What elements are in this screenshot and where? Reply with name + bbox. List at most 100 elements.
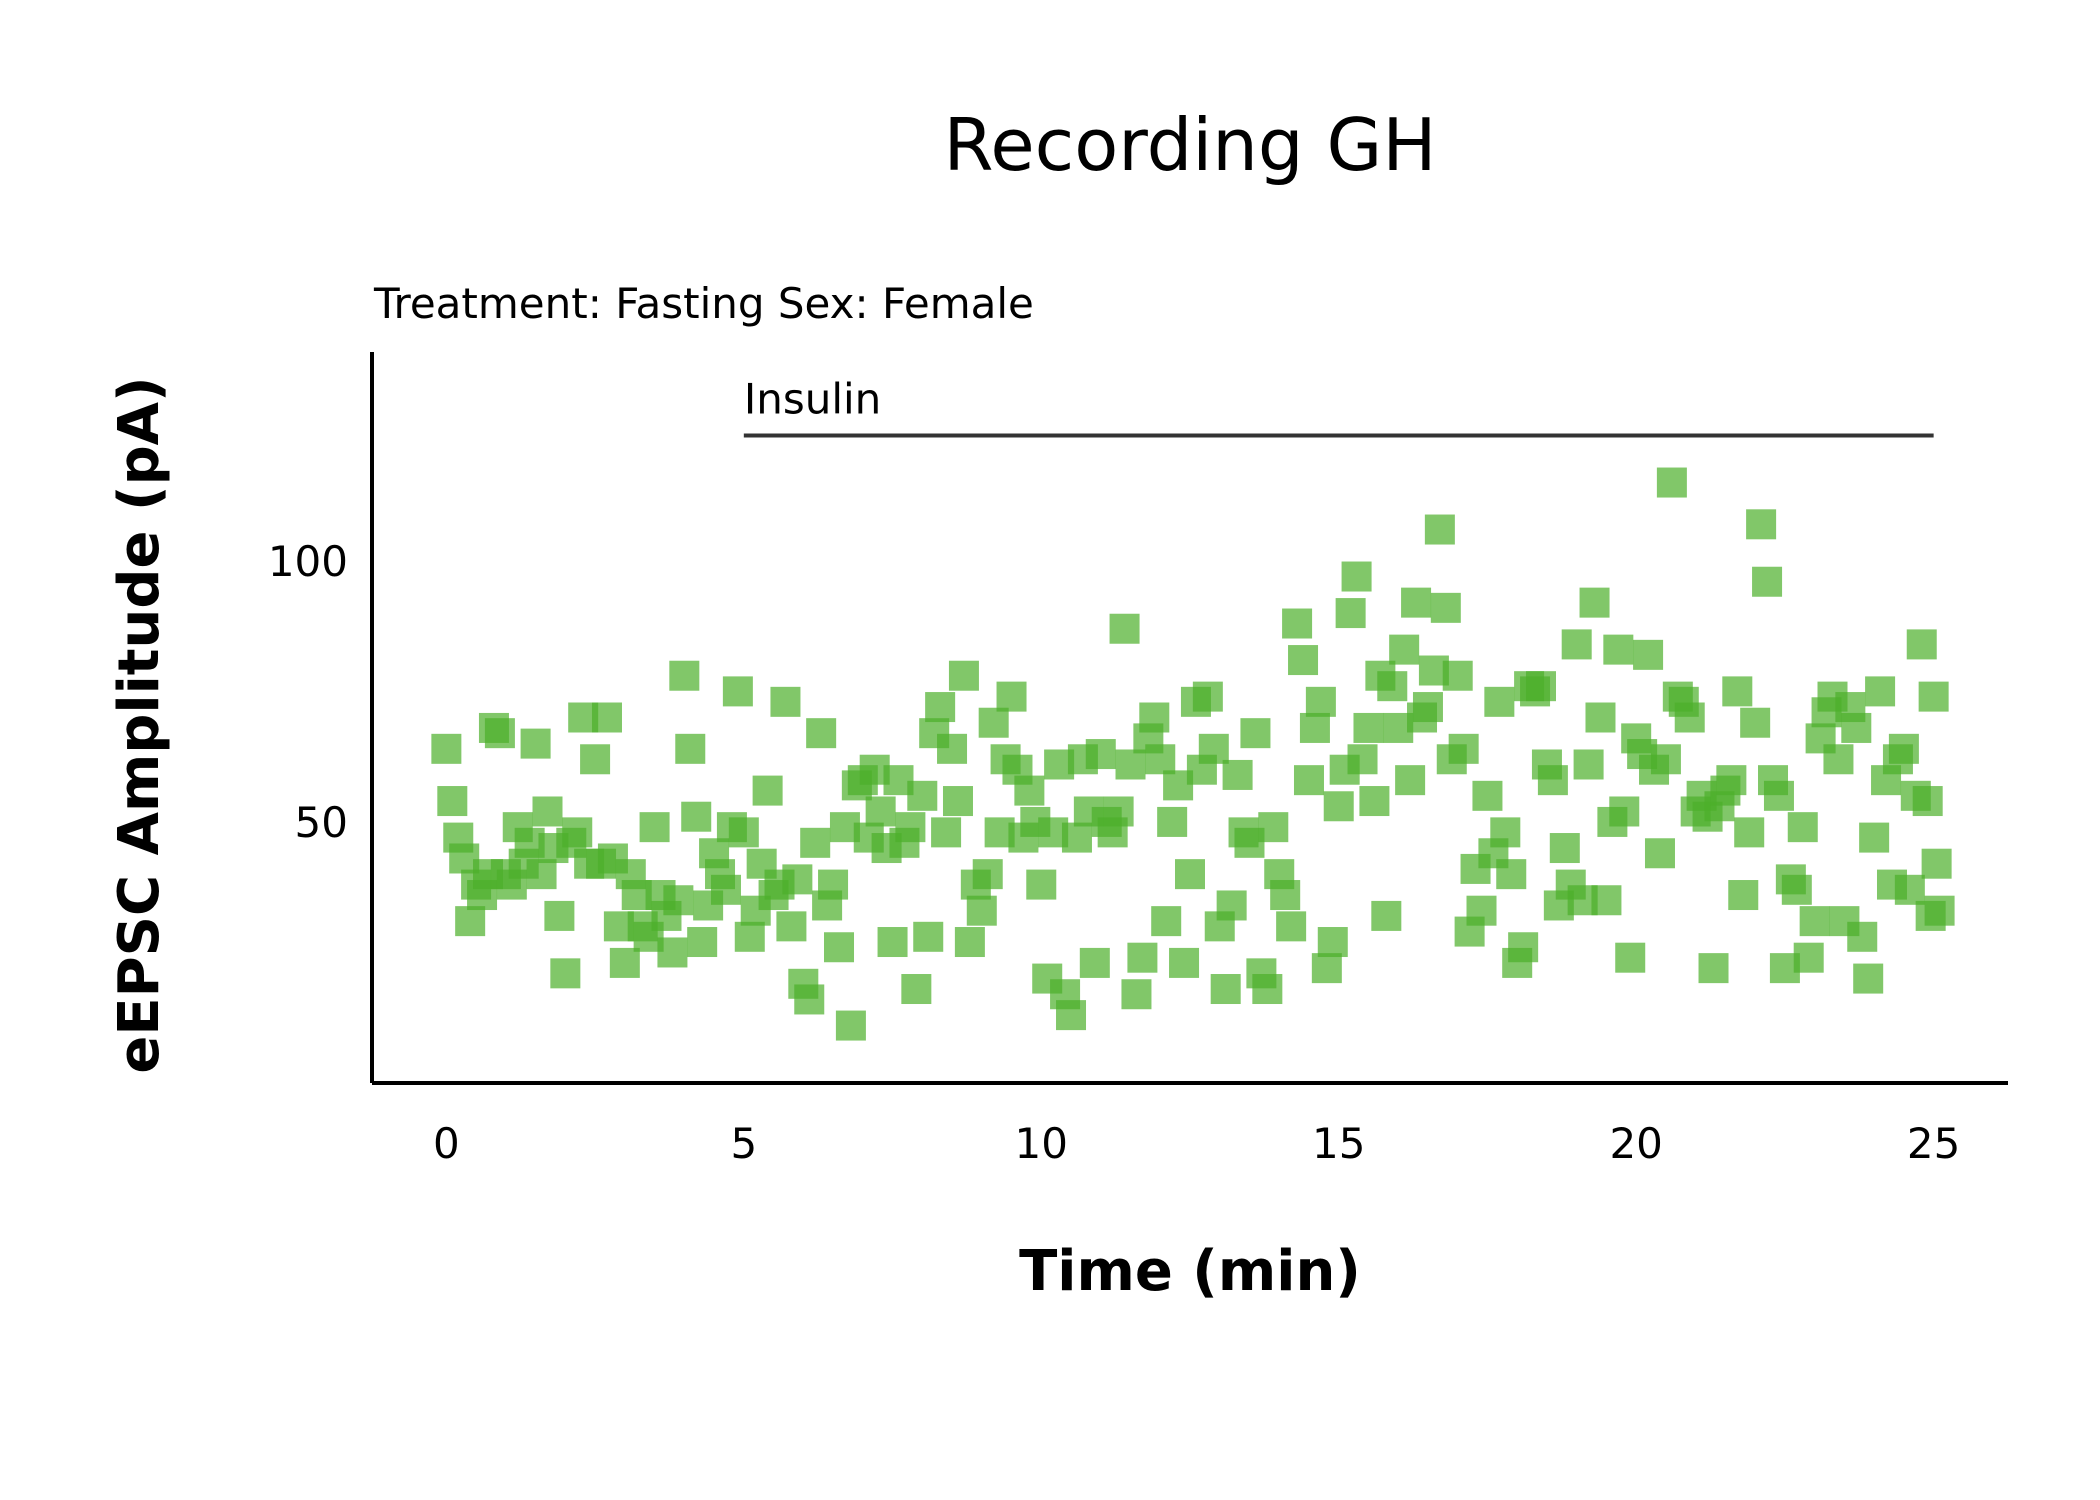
data-point (1109, 613, 1140, 644)
x-tick-label: 25 (1907, 1119, 1960, 1168)
data-point (1466, 895, 1497, 926)
data-point (1734, 817, 1765, 848)
data-point (681, 801, 712, 832)
x-axis-title: Time (min) (1019, 1239, 1361, 1304)
x-tick-label: 20 (1609, 1119, 1662, 1168)
data-point (752, 775, 783, 806)
data-point (1644, 838, 1675, 869)
data-point (931, 817, 962, 848)
data-point (1157, 806, 1188, 837)
data-point (1841, 712, 1872, 743)
data-point (1169, 947, 1200, 978)
data-point (1317, 927, 1348, 958)
data-point (1484, 686, 1515, 717)
data-point (800, 827, 831, 858)
data-point (865, 796, 896, 827)
data-point (1472, 780, 1503, 811)
data-point (1311, 953, 1342, 984)
data-point (1389, 634, 1420, 665)
data-point (877, 927, 908, 958)
data-point (1525, 671, 1556, 702)
data-point (663, 885, 694, 916)
data-point (1175, 859, 1205, 890)
data-point (1103, 796, 1134, 827)
data-point (484, 718, 515, 749)
data-point (1787, 812, 1818, 843)
data-point (1252, 974, 1283, 1005)
data-point (1561, 629, 1592, 660)
data-point (913, 921, 944, 952)
data-point (1442, 660, 1473, 691)
data-point (770, 686, 801, 717)
data-point (1912, 786, 1943, 817)
data-point (1823, 744, 1854, 775)
y-tick-labels: 50 100 (268, 537, 348, 847)
data-point (1288, 645, 1319, 676)
data-point (1395, 765, 1426, 796)
data-point (1085, 739, 1116, 770)
data-point (1585, 702, 1616, 733)
data-point (1573, 749, 1604, 780)
data-point (609, 947, 640, 978)
data-point (591, 702, 622, 733)
x-tick-label: 10 (1015, 1119, 1068, 1168)
data-point (1752, 566, 1783, 597)
data-point (722, 676, 753, 707)
data-point (1210, 974, 1241, 1005)
data-point (1918, 681, 1949, 712)
data-point (1591, 885, 1622, 916)
data-point (1906, 629, 1937, 660)
data-point (562, 817, 593, 848)
insulin-label: Insulin (744, 375, 881, 424)
data-point (1335, 598, 1366, 629)
data-point (1549, 833, 1580, 864)
data-point (1793, 942, 1824, 973)
data-points (431, 467, 1955, 1041)
y-tick-label: 100 (268, 537, 348, 586)
data-point (437, 786, 468, 817)
data-point (1853, 963, 1884, 994)
data-point (1633, 639, 1664, 670)
chart-title: Recording GH (944, 103, 1437, 187)
data-point (948, 660, 979, 691)
data-point (818, 869, 849, 900)
data-point (431, 733, 462, 764)
data-point (669, 660, 700, 691)
data-point (1192, 681, 1223, 712)
data-point (1079, 947, 1110, 978)
data-point (1353, 712, 1384, 743)
data-point (1061, 822, 1092, 853)
data-point (1847, 921, 1878, 952)
data-point (925, 692, 956, 723)
data-point (1323, 791, 1354, 822)
data-point (639, 812, 670, 843)
data-point (687, 927, 718, 958)
data-point (526, 859, 557, 890)
data-point (1270, 880, 1301, 911)
y-axis-title: eEPSC Amplitude (pA) (107, 376, 172, 1073)
data-point (937, 733, 968, 764)
data-point (1299, 712, 1330, 743)
data-point (972, 859, 1003, 890)
chart-subtitle: Treatment: Fasting Sex: Female (373, 279, 1034, 328)
data-point (1888, 733, 1919, 764)
data-point (1603, 634, 1634, 665)
data-point (1448, 733, 1479, 764)
data-point (1650, 744, 1681, 775)
x-tick-label: 15 (1312, 1119, 1365, 1168)
data-point (1222, 759, 1253, 790)
data-point (1746, 509, 1777, 540)
data-point (1496, 859, 1527, 890)
data-point (1151, 906, 1182, 937)
data-point (1258, 812, 1289, 843)
data-point (1921, 848, 1952, 879)
data-point (1799, 906, 1830, 937)
data-point (544, 900, 575, 931)
data-point (1722, 676, 1753, 707)
data-point (710, 874, 741, 905)
data-point (580, 744, 611, 775)
data-point (1609, 796, 1640, 827)
data-point (1674, 702, 1705, 733)
y-tick-label: 50 (295, 798, 348, 847)
data-point (1305, 686, 1336, 717)
